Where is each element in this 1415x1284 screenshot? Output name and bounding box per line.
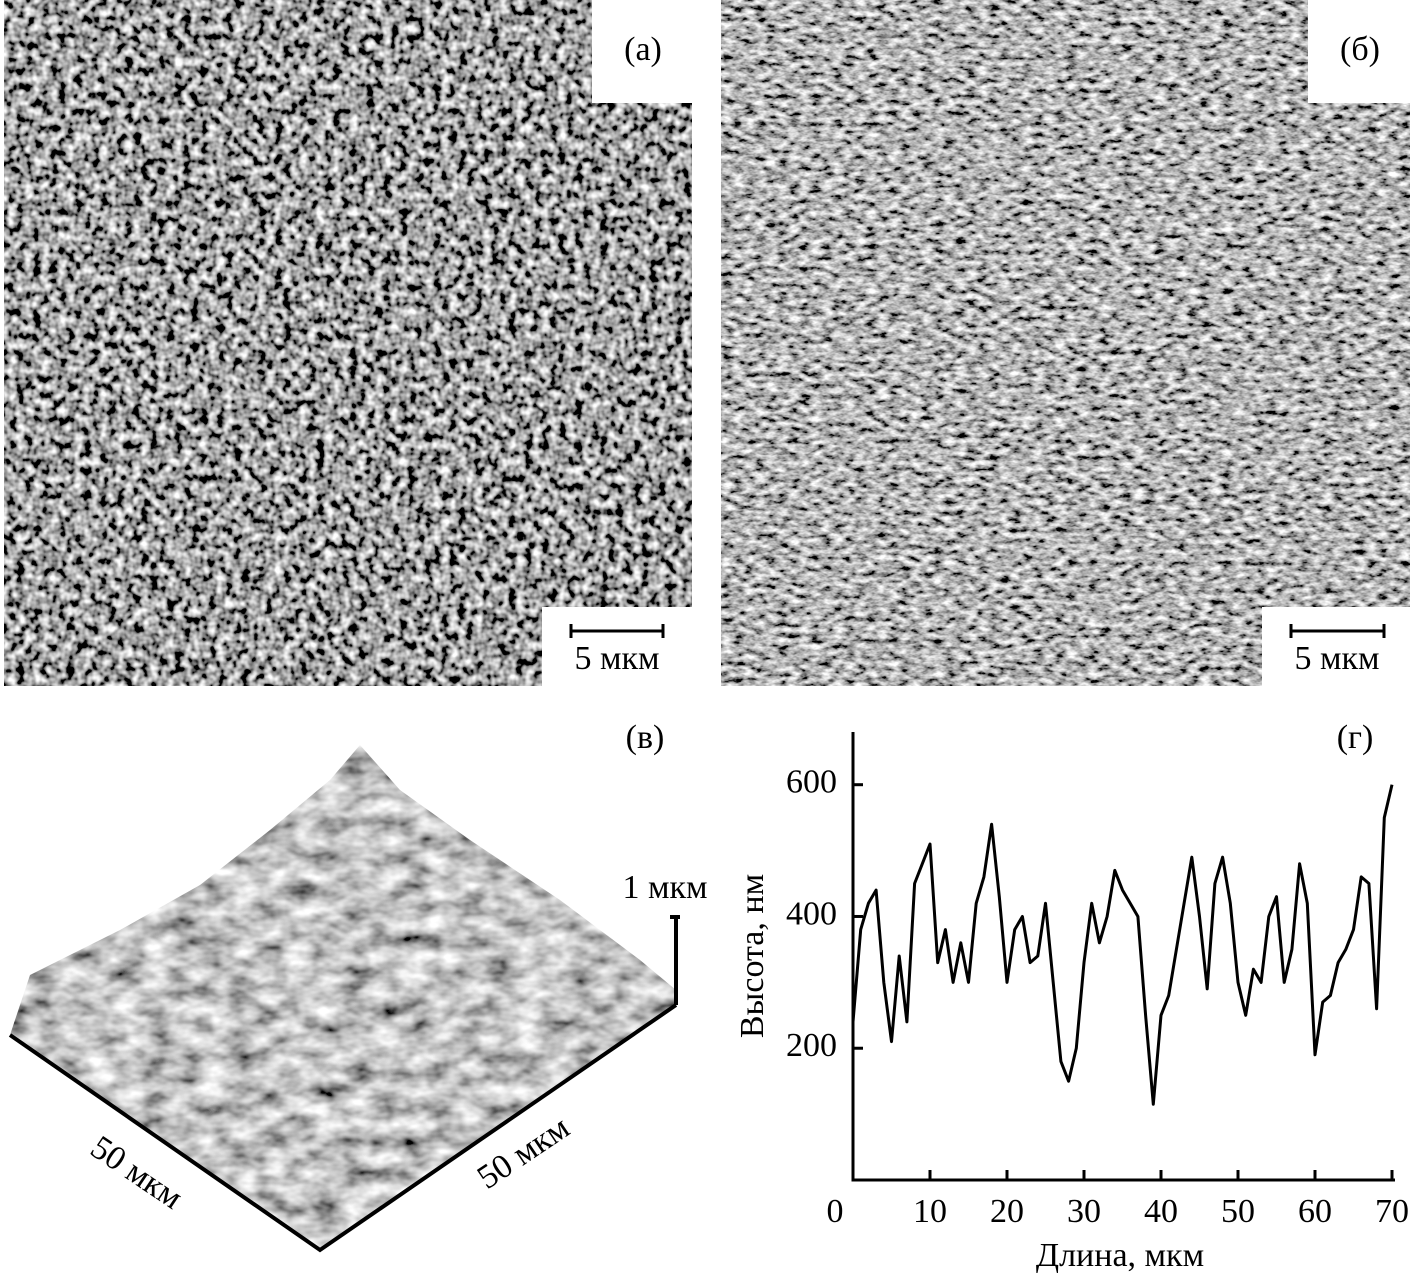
afm-axes bbox=[8, 915, 680, 1253]
x-tick-label: 40 bbox=[1144, 1193, 1178, 1230]
x-tick-label: 10 bbox=[913, 1193, 947, 1230]
y-tick-label: 200 bbox=[786, 1027, 837, 1064]
height-label: 1 мкм bbox=[622, 869, 707, 906]
x-tick-label: 60 bbox=[1298, 1193, 1332, 1230]
y-axis-title: Высота, нм bbox=[734, 874, 771, 1038]
sem-image bbox=[721, 0, 1410, 686]
scale-box bbox=[542, 607, 692, 686]
label-box bbox=[1308, 0, 1410, 103]
scale-label: 5 мкм bbox=[574, 640, 659, 677]
x-tick-label: 30 bbox=[1067, 1193, 1101, 1230]
scale-bar bbox=[1289, 624, 1386, 638]
axes bbox=[851, 732, 1395, 1182]
y-tick-label: 600 bbox=[786, 764, 837, 801]
line-series bbox=[851, 784, 1394, 1106]
afm-surface bbox=[10, 745, 676, 1250]
afm-texture bbox=[10, 745, 676, 1250]
x-tick-label: 70 bbox=[1375, 1193, 1409, 1230]
x-tick-label: 0 bbox=[827, 1193, 844, 1230]
x-axis-title: Длина, мкм bbox=[1036, 1237, 1204, 1274]
y-tick-label: 400 bbox=[786, 895, 837, 932]
x-tick-label: 20 bbox=[990, 1193, 1024, 1230]
label-box bbox=[592, 0, 692, 103]
x-tick-label: 50 bbox=[1221, 1193, 1255, 1230]
scale-label: 5 мкм bbox=[1294, 640, 1379, 677]
scale-bar bbox=[569, 624, 665, 638]
panel-label: (г) bbox=[1337, 719, 1374, 756]
sem-image bbox=[4, 0, 692, 686]
panel-label: (в) bbox=[626, 719, 665, 756]
panel-label: (б) bbox=[1340, 31, 1380, 68]
panel-label: (а) bbox=[624, 31, 662, 68]
scale-box bbox=[1262, 607, 1410, 686]
